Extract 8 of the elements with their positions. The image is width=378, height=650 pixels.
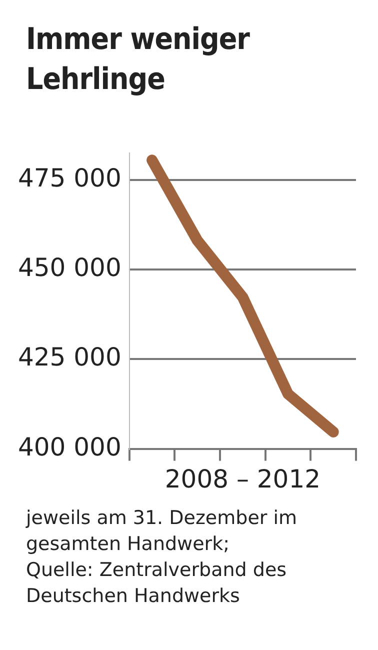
source-note: Quelle: Zentralverband des Deutschen Handwerks [26, 558, 288, 609]
y-tick-label: 475 000 [18, 163, 122, 192]
y-tick-label: 400 000 [18, 432, 122, 462]
x-axis-title: 2008 – 2012 [164, 464, 321, 494]
chart-title: Immer weniger Lehrlinge [26, 21, 251, 99]
text: jeweils am 31. Dezember im gesamten Handwerk; [26, 506, 298, 557]
y-tick-label: 425 000 [18, 342, 122, 372]
y-tick-label: 450 000 [18, 253, 122, 282]
